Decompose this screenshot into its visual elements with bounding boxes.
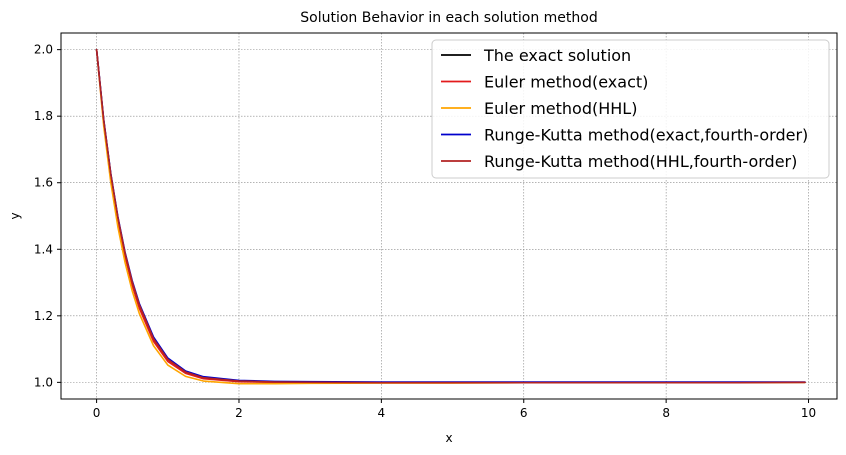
x-tick-label-4: 8 — [662, 406, 670, 420]
y-tick-label-1: 1.2 — [34, 309, 53, 323]
x-axis-label: x — [445, 431, 452, 445]
legend-label-0: The exact solution — [483, 46, 631, 65]
x-tick-label-2: 4 — [378, 406, 386, 420]
y-axis-ticks: 1.0 1.2 1.4 1.6 1.8 2.0 — [34, 43, 61, 390]
y-tick-label-4: 1.8 — [34, 109, 53, 123]
x-tick-label-0: 0 — [93, 406, 101, 420]
y-tick-label-5: 2.0 — [34, 43, 53, 57]
legend-label-1: Euler method(exact) — [484, 73, 648, 92]
y-tick-label-2: 1.4 — [34, 242, 53, 256]
y-axis-label: y — [8, 212, 22, 219]
x-axis-ticks: 0 2 4 6 8 10 — [93, 399, 816, 420]
x-tick-label-3: 6 — [520, 406, 528, 420]
legend-label-4: Runge-Kutta method(HHL,fourth-order) — [484, 152, 797, 171]
y-tick-label-3: 1.6 — [34, 176, 53, 190]
legend-label-2: Euler method(HHL) — [484, 99, 637, 118]
x-tick-label-1: 2 — [235, 406, 243, 420]
y-tick-label-0: 1.0 — [34, 375, 53, 389]
x-tick-label-5: 10 — [801, 406, 816, 420]
chart-title: Solution Behavior in each solution metho… — [300, 10, 597, 26]
legend-label-3: Runge-Kutta method(exact,fourth-order) — [484, 126, 808, 145]
legend: The exact solution Euler method(exact) Eul… — [432, 40, 829, 178]
